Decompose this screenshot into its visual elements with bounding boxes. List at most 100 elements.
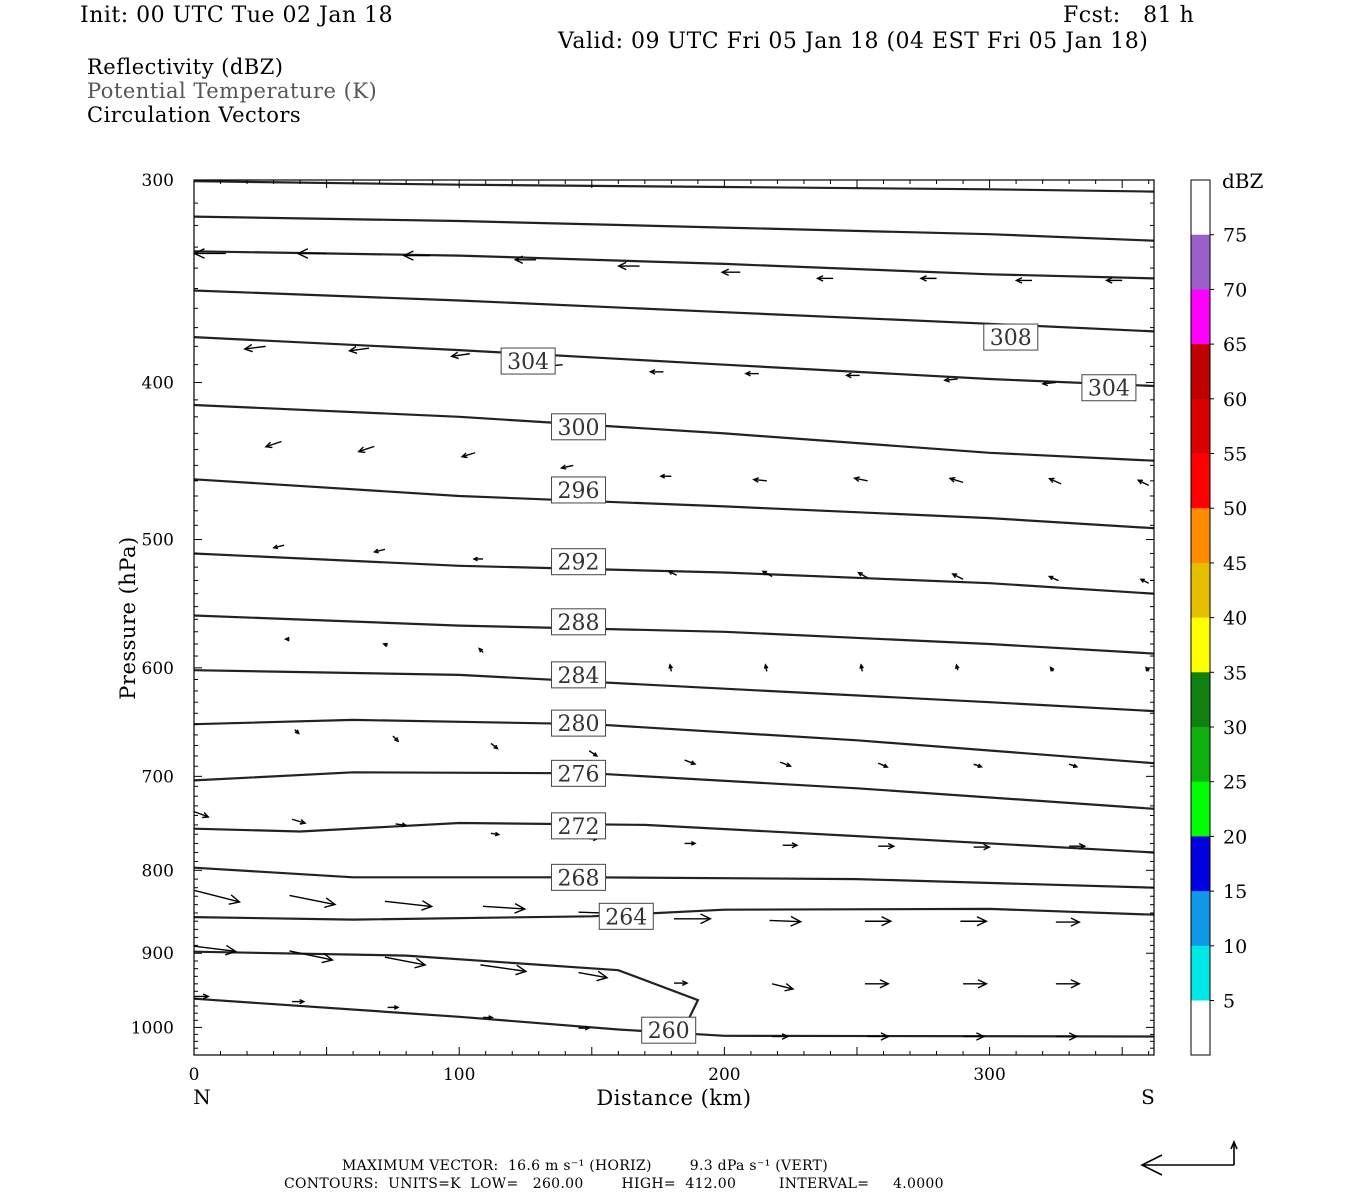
wind-vector-head [786, 762, 793, 768]
wind-vector-head [761, 570, 768, 576]
wind-vector-head [202, 993, 210, 1000]
wind-vector-head [1048, 477, 1055, 484]
contour-label-box [641, 1016, 697, 1044]
theta-contour-line [194, 336, 1154, 388]
contour-label-box [551, 661, 607, 689]
wind-vector-head [859, 663, 864, 669]
wind-vector-head [700, 913, 713, 925]
wind-vector [753, 478, 767, 482]
colorbar-segment [1191, 617, 1210, 673]
colorbar-label: 60 [1223, 389, 1247, 411]
wind-vector-head [1104, 277, 1113, 284]
wind-vector-head [1014, 277, 1023, 284]
wind-vector-head [224, 944, 238, 956]
wind-vector-head [1068, 1032, 1079, 1041]
colorbar-segment [1191, 727, 1210, 783]
wind-vector [384, 956, 426, 966]
theta-contour-line [194, 821, 1154, 854]
contour-label: 308 [990, 326, 1032, 351]
colorbar-segment [1191, 945, 1210, 1001]
colorbar-segment [1191, 891, 1210, 947]
contour-label-box [551, 812, 607, 840]
wind-vector-head [977, 763, 984, 768]
wind-vector-head [202, 812, 210, 819]
wind-vector-head [943, 376, 950, 383]
wind-vector-head [1136, 479, 1143, 485]
colorbar-segment [1191, 508, 1210, 564]
colorbar-label: 45 [1223, 553, 1247, 575]
colorbar-segment [1191, 344, 1210, 400]
wind-vector-head [883, 763, 889, 768]
wind-vector-head [1139, 578, 1145, 583]
axis-labels: 0 100 200 300 300 400 500 600 700 800 900 1000 N S Dis… [116, 171, 1155, 1110]
wind-vector [194, 945, 236, 953]
wind-vector-head [421, 900, 434, 911]
colorbar-segment [1191, 836, 1210, 892]
colorbar-label: 75 [1223, 225, 1247, 247]
wind-vector [1049, 478, 1062, 485]
wind-vector [561, 464, 574, 469]
forecast-hour: Fcst: 81 h [1063, 3, 1195, 28]
wind-vector-head [648, 368, 656, 375]
contour-label: 272 [558, 815, 600, 840]
theta-contours [194, 180, 1154, 1038]
south-label: S [1141, 1085, 1155, 1109]
circulation-vectors [194, 248, 1150, 1041]
wind-vector-head [393, 1004, 400, 1010]
wind-vector-head [951, 573, 958, 579]
wind-vector-head [845, 372, 852, 379]
wind-vector-head [617, 261, 627, 271]
wind-vector [1049, 576, 1059, 582]
wind-vector [384, 900, 432, 908]
colorbar-segment [1191, 453, 1210, 509]
wind-vector-head [690, 840, 697, 846]
x-axis-title: Distance (km) [596, 1086, 751, 1110]
wind-vector [1042, 381, 1056, 385]
theta-contour-line [194, 614, 1154, 655]
y-tick-label: 300 [142, 171, 174, 191]
wind-vector-head [494, 831, 501, 837]
contour-label-box [551, 608, 607, 636]
contour-label: 284 [558, 664, 600, 689]
wind-vector-head [283, 636, 290, 642]
y-tick-label: 1000 [131, 1018, 174, 1038]
wind-vector-head [976, 916, 989, 927]
wind-vector-head [887, 842, 896, 850]
wind-vector-head [514, 902, 527, 914]
wind-vector-head [324, 897, 337, 908]
wind-vector [289, 894, 336, 906]
wind-vector-head [357, 446, 366, 454]
wind-vector-head [513, 255, 524, 265]
contour-label: 280 [558, 712, 600, 737]
wind-vector [349, 347, 370, 352]
contour-label-box [551, 413, 607, 441]
theta-contour-line [194, 866, 1154, 889]
reference-vertical-arrow [1230, 1139, 1238, 1165]
wind-vector-head [228, 894, 242, 905]
colorbar-label: 20 [1223, 826, 1247, 848]
wind-vector [480, 964, 527, 973]
wind-vector-head [983, 843, 991, 851]
theta-contour-line [194, 180, 1154, 193]
y-tick-label: 600 [142, 659, 174, 679]
wind-vector [244, 345, 266, 350]
colorbar-label: 10 [1223, 936, 1247, 958]
colorbar-title: dBZ [1222, 169, 1264, 193]
valid-time: Valid: 09 UTC Fri 05 Jan 18 (04 EST Fri … [558, 29, 1149, 54]
theta-contour-line [194, 771, 1154, 810]
theta-contour-line [194, 950, 700, 1028]
contour-label-box [551, 476, 607, 504]
colorbar-segment [1191, 234, 1210, 290]
x-tick-label: 0 [189, 1065, 200, 1085]
colorbar-label: 70 [1223, 279, 1247, 301]
contour-label-box [598, 902, 654, 930]
wind-vector [358, 445, 375, 453]
wind-vector [291, 818, 306, 824]
x-tick-label: 100 [443, 1065, 475, 1085]
contour-label-box [500, 347, 556, 375]
wind-vector [461, 452, 476, 458]
wind-vector-head [382, 642, 388, 648]
wind-vector [854, 477, 868, 482]
y-tick-label: 400 [142, 373, 174, 393]
